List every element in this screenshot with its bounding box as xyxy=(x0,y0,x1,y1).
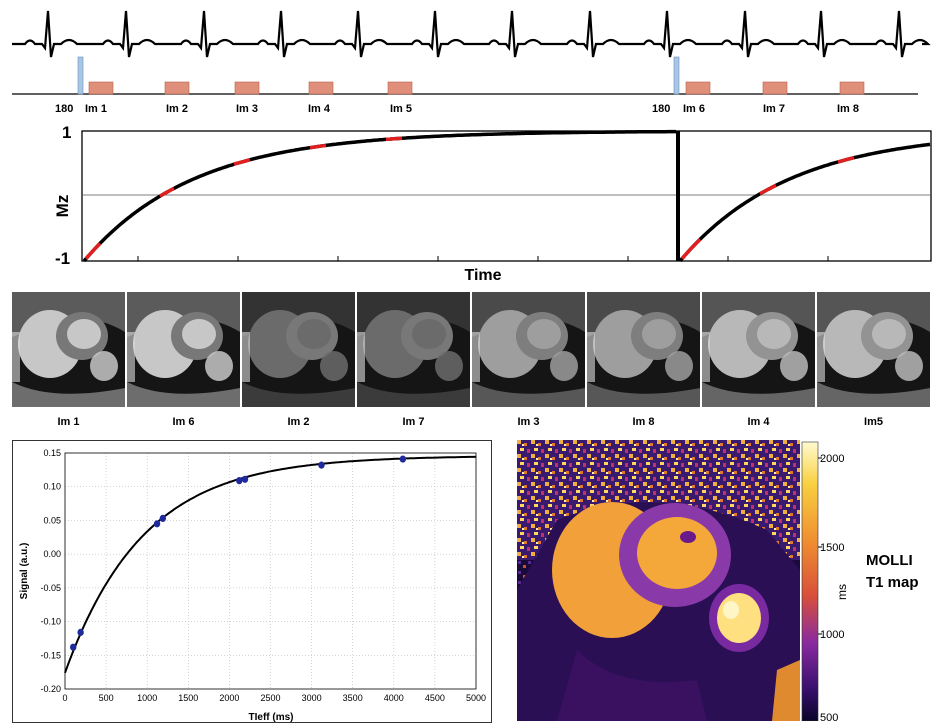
pulse-label-180-b: 180 xyxy=(652,103,670,115)
sequence-diagram: 180 180 Im 1 Im 2 Im 3 Im 4 Im 5 Im 6 Im… xyxy=(12,10,931,115)
fit-x-tick-2: 1000 xyxy=(137,693,157,703)
readout-block-im3 xyxy=(234,81,260,95)
fit-data-point-8 xyxy=(399,455,407,463)
fit-curve xyxy=(64,455,477,674)
colorbar-gradient xyxy=(801,441,819,721)
mz-readout-mark-3 xyxy=(233,158,251,166)
fit-x-tick-7: 3500 xyxy=(343,693,363,703)
fit-y-tick-3: 0.00 xyxy=(43,549,61,559)
fit-data-point-3 xyxy=(153,520,161,528)
colorbar-tick-1000: 1000 xyxy=(820,629,844,641)
fit-x-axis-label: TIeff (ms) xyxy=(249,712,294,722)
mr-image-7 xyxy=(702,292,815,407)
mz-x-axis-label: Time xyxy=(464,267,501,284)
mr-image-caption-6: Im 8 xyxy=(632,416,655,428)
mr-image-caption-1: Im 1 xyxy=(57,416,80,428)
pulse-180-a xyxy=(77,56,84,95)
mr-image-6 xyxy=(587,292,700,407)
fit-x-tick-3: 1500 xyxy=(178,693,198,703)
seq-label-im2: Im 2 xyxy=(166,103,188,115)
fit-x-tick-6: 3000 xyxy=(302,693,322,703)
fit-data-point-6 xyxy=(241,475,249,483)
t1-map-title-line2: T1 map xyxy=(866,574,919,591)
fit-y-tick-2: 0.05 xyxy=(43,515,61,525)
mz-readout-mark-6 xyxy=(680,238,702,260)
seq-label-im3: Im 3 xyxy=(236,103,258,115)
fit-data-point-7 xyxy=(318,461,325,469)
fit-x-tick-8: 4000 xyxy=(384,693,404,703)
mr-image-2 xyxy=(127,292,240,407)
readout-block-im1 xyxy=(88,81,114,95)
colorbar-unit: ms xyxy=(835,584,849,600)
mr-image-1 xyxy=(12,292,125,407)
readout-block-im7 xyxy=(762,81,788,95)
mz-readout-mark-7 xyxy=(759,183,777,196)
pulse-label-180-a: 180 xyxy=(55,103,73,115)
fit-x-tick-5: 2500 xyxy=(260,693,280,703)
fit-x-tick-0: 0 xyxy=(62,693,67,703)
fit-y-tick-4: -0.05 xyxy=(40,583,61,593)
seq-label-im6: Im 6 xyxy=(683,103,705,115)
mr-image-caption-3: Im 2 xyxy=(287,416,310,428)
seq-label-im7: Im 7 xyxy=(763,103,785,115)
ecg-trace xyxy=(12,10,931,58)
fit-x-tick-4: 2000 xyxy=(219,693,239,703)
mz-plot-frame xyxy=(81,130,932,262)
colorbar-tick-2000: 2000 xyxy=(820,453,844,465)
mz-recovery-plot: 1 -1 Mz Time xyxy=(53,123,932,284)
fit-data-point-5 xyxy=(236,477,243,485)
mr-image-caption-8: Im5 xyxy=(864,416,883,428)
mz-curve-segment-1 xyxy=(82,129,676,263)
mr-image-caption-4: Im 7 xyxy=(402,416,425,428)
mz-readout-mark-5 xyxy=(385,136,403,142)
mz-readout-mark-8 xyxy=(837,156,855,164)
pulse-180-b xyxy=(673,56,680,95)
readout-block-im8 xyxy=(839,81,865,95)
fit-x-tick-10: 5000 xyxy=(466,693,486,703)
seq-label-im1: Im 1 xyxy=(85,103,107,115)
mz-curve-segment-2 xyxy=(678,142,931,263)
signal-fit-chart: 0 500 1000 1500 2000 2500 3000 3500 4000 4500 5000… xyxy=(12,440,492,723)
seq-label-im5: Im 5 xyxy=(390,103,412,115)
readout-block-im5 xyxy=(387,81,413,95)
mr-image-8 xyxy=(817,292,930,407)
fit-y-tick-0: 0.15 xyxy=(43,448,61,458)
readout-block-im4 xyxy=(308,81,334,95)
fit-y-axis-label: Signal (a.u.) xyxy=(19,543,30,600)
fit-y-tick-5: -0.10 xyxy=(40,617,61,627)
seq-label-im8: Im 8 xyxy=(837,103,859,115)
mr-image-4 xyxy=(357,292,470,407)
mz-readout-mark-4 xyxy=(309,143,327,150)
colorbar-tick-1500: 1500 xyxy=(820,542,844,554)
t1-colorbar: 2000 1500 1000 500 ms xyxy=(801,441,849,721)
fit-data-point-4 xyxy=(159,514,167,523)
mr-image-caption-2: Im 6 xyxy=(172,416,195,428)
mz-readout-mark-2 xyxy=(159,186,175,198)
seq-label-im4: Im 4 xyxy=(308,103,331,115)
mr-image-caption-5: Im 3 xyxy=(517,416,540,428)
fit-data-point-1 xyxy=(70,643,77,651)
mz-readout-mark-1 xyxy=(84,242,102,260)
readout-block-im2 xyxy=(164,81,190,95)
t1-map-title-line1: MOLLI xyxy=(866,552,913,569)
t1-map-image xyxy=(517,440,800,721)
fit-data-point-2 xyxy=(77,628,84,636)
fit-y-tick-7: -0.20 xyxy=(40,684,61,694)
fit-y-tick-6: -0.15 xyxy=(40,650,61,660)
colorbar-tick-500: 500 xyxy=(820,712,838,721)
fit-x-tick-9: 4500 xyxy=(425,693,445,703)
mz-axis-label: Mz xyxy=(53,195,72,218)
t1-map-lv-cavity xyxy=(637,517,717,589)
fit-y-tick-1: 0.10 xyxy=(43,482,61,492)
fit-plot-frame xyxy=(64,452,477,690)
mr-image-caption-7: Im 4 xyxy=(747,416,770,428)
fit-x-tick-1: 500 xyxy=(99,693,114,703)
mz-ytick-bottom: -1 xyxy=(55,249,70,268)
mz-ytick-top: 1 xyxy=(62,123,71,142)
mr-image-5 xyxy=(472,292,585,407)
readout-block-im6 xyxy=(685,81,711,95)
mr-image-3 xyxy=(242,292,355,407)
